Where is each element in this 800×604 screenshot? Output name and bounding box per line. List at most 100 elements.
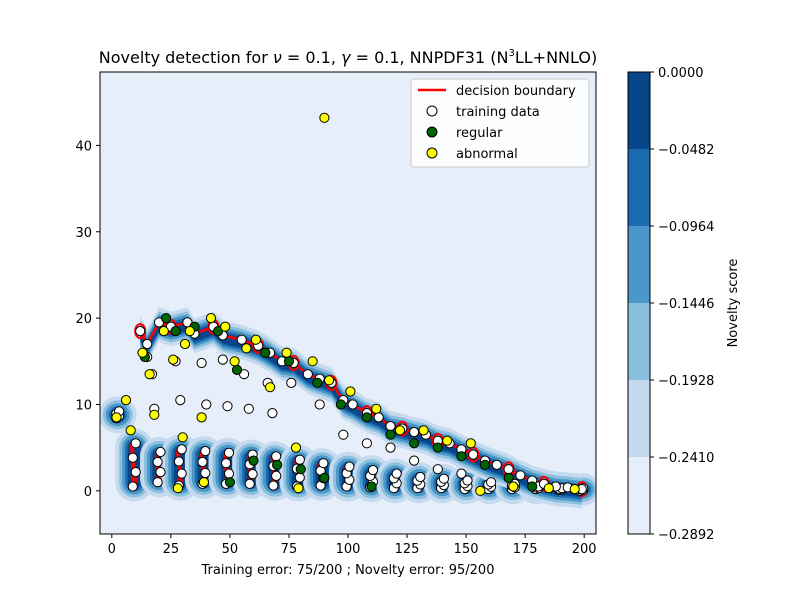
title-prefix: Novelty detection for bbox=[99, 48, 273, 67]
training-point-111 bbox=[468, 449, 479, 460]
training-point-43 bbox=[344, 461, 355, 472]
abnormal-point-29 bbox=[475, 485, 486, 496]
abnormal-point-8 bbox=[168, 354, 179, 365]
x-tick-label-5: 125 bbox=[395, 542, 420, 557]
legend-label-regular: regular bbox=[456, 126, 503, 141]
regular-point-2 bbox=[170, 326, 181, 337]
abnormal-point-21 bbox=[307, 356, 318, 367]
points-layer bbox=[111, 112, 589, 496]
abnormal-point-6 bbox=[149, 409, 160, 420]
training-point-135 bbox=[314, 399, 325, 410]
title-gamma-symbol: γ bbox=[341, 48, 352, 67]
abnormal-point-3 bbox=[125, 425, 136, 436]
training-point-17 bbox=[200, 467, 211, 479]
abnormal-point-4 bbox=[137, 347, 148, 358]
training-point-133 bbox=[267, 408, 278, 419]
x-tick-label-3: 75 bbox=[281, 542, 298, 557]
regular-point-15 bbox=[479, 459, 491, 470]
regular-point-21 bbox=[295, 464, 306, 475]
colorbar-tick-label-6: −0.2892 bbox=[658, 528, 714, 543]
colorbar-label: Novelty score bbox=[726, 259, 741, 348]
legend-marker-training-data bbox=[426, 105, 438, 117]
abnormal-point-5 bbox=[144, 369, 155, 380]
abnormal-point-26 bbox=[418, 425, 429, 436]
colorbar-level-1 bbox=[628, 149, 650, 227]
regular-point-18 bbox=[224, 477, 235, 488]
abnormal-point-9 bbox=[177, 432, 188, 443]
legend: decision boundary training data regular … bbox=[410, 78, 590, 168]
x-tick-label-1: 25 bbox=[163, 542, 180, 557]
abnormal-point-17 bbox=[250, 334, 261, 345]
training-point-137 bbox=[361, 438, 372, 449]
colorbar-tick-label-5: −0.2410 bbox=[658, 451, 714, 466]
training-point-29 bbox=[271, 470, 282, 481]
training-point-59 bbox=[438, 473, 449, 484]
training-point-4 bbox=[127, 481, 138, 492]
regular-point-9 bbox=[335, 399, 346, 410]
training-point-15 bbox=[176, 444, 187, 455]
abnormal-point-7 bbox=[158, 326, 169, 337]
x-tick-label-6: 150 bbox=[454, 542, 479, 557]
abnormal-point-34 bbox=[198, 477, 209, 488]
x-tick-label-7: 175 bbox=[513, 542, 538, 557]
training-point-13 bbox=[176, 468, 187, 479]
training-point-55 bbox=[415, 471, 426, 483]
abnormal-point-27 bbox=[442, 435, 453, 446]
training-point-106 bbox=[409, 427, 420, 438]
abnormal-point-11 bbox=[184, 326, 195, 337]
y-tick-label-2: 20 bbox=[75, 312, 92, 327]
x-tick-label-2: 50 bbox=[222, 542, 239, 557]
abnormal-point-24 bbox=[371, 403, 382, 414]
training-point-5 bbox=[130, 467, 141, 478]
training-point-127 bbox=[201, 399, 212, 410]
regular-point-6 bbox=[260, 347, 271, 358]
training-point-101 bbox=[347, 399, 358, 410]
title-suffix: LL+NNLO) bbox=[515, 48, 597, 67]
regular-point-13 bbox=[432, 442, 443, 453]
abnormal-point-15 bbox=[229, 356, 240, 367]
training-point-136 bbox=[338, 429, 349, 440]
regular-point-8 bbox=[312, 377, 323, 388]
training-point-138 bbox=[385, 442, 396, 453]
abnormal-point-0 bbox=[319, 112, 330, 123]
regular-point-7 bbox=[283, 356, 295, 367]
training-point-28 bbox=[268, 480, 279, 491]
regular-point-5 bbox=[231, 364, 243, 375]
colorbar-level-2 bbox=[628, 226, 650, 304]
colorbar-tick-label-4: −0.1928 bbox=[658, 374, 714, 389]
abnormal-point-31 bbox=[543, 483, 554, 494]
legend-label-training-data: training data bbox=[456, 105, 540, 120]
regular-point-17 bbox=[527, 481, 538, 492]
abnormal-point-10 bbox=[179, 338, 191, 350]
training-point-18 bbox=[197, 456, 208, 468]
x-tick-label-4: 100 bbox=[336, 542, 361, 557]
training-point-141 bbox=[456, 468, 467, 479]
training-point-128 bbox=[217, 354, 228, 365]
title-nu-symbol: ν bbox=[273, 48, 282, 67]
training-point-22 bbox=[221, 458, 232, 469]
colorbar-tick-label-3: −0.1446 bbox=[658, 297, 714, 312]
y-axis-ticks: 0 10 20 30 40 bbox=[75, 139, 100, 500]
y-tick-label-1: 10 bbox=[75, 398, 92, 413]
training-point-23 bbox=[223, 447, 235, 458]
legend-label-decision-boundary: decision boundary bbox=[456, 84, 576, 99]
abnormal-point-25 bbox=[394, 425, 406, 436]
training-point-134 bbox=[286, 377, 297, 388]
regular-point-22 bbox=[319, 472, 330, 483]
training-point-67 bbox=[486, 477, 497, 488]
legend-marker-regular bbox=[426, 126, 438, 138]
training-point-114 bbox=[503, 464, 514, 475]
colorbar-tick-label-0: 0.0000 bbox=[658, 66, 704, 81]
title-gamma-value: = 0.1, NNPDF31 (N bbox=[350, 48, 508, 67]
training-point-92 bbox=[236, 334, 247, 345]
x-tick-label-0: 0 bbox=[108, 542, 116, 557]
training-point-125 bbox=[175, 395, 186, 406]
training-point-7 bbox=[130, 438, 141, 449]
abnormal-point-30 bbox=[508, 481, 519, 492]
legend-marker-abnormal bbox=[426, 147, 438, 159]
training-point-63 bbox=[462, 475, 473, 486]
abnormal-point-1 bbox=[111, 412, 122, 423]
colorbar: 0.0000 −0.0482 −0.0964 −0.1446 −0.1928 −0.241… bbox=[627, 66, 714, 543]
